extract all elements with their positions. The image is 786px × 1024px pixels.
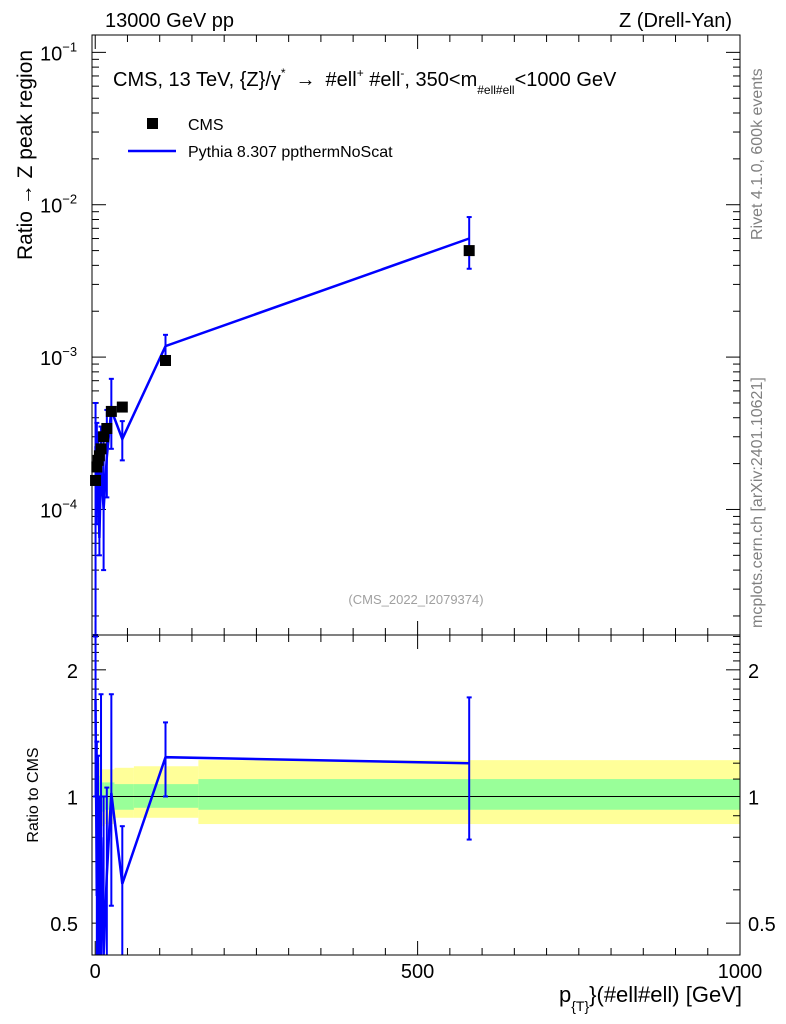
title-minus: - [400, 66, 404, 80]
tick-base: 10 [40, 43, 62, 65]
x-label-rest: }(#ell#ell) [GeV] [589, 982, 742, 1007]
mc-series-line [94, 237, 470, 539]
x-axis-label: p{T}}(#ell#ell) [GeV] [559, 982, 742, 1014]
legend-label-pythia: Pythia 8.307 ppthermNoScat [188, 144, 393, 161]
title-plus: + [357, 66, 364, 80]
cms-data-point [116, 401, 128, 413]
title-mass-range-start: , 350<m [404, 69, 477, 91]
tick-exponent: −4 [62, 496, 77, 511]
cms-data-point [91, 461, 103, 473]
ratio-uncertainty-bands [95, 760, 740, 838]
tick-exponent: −3 [62, 344, 77, 359]
x-tick-label: 1000 [718, 961, 763, 983]
ratio-plot-frame [91, 634, 741, 956]
tick-exponent: −2 [62, 192, 77, 207]
main-series-layer [90, 216, 475, 636]
mcplots-label: mcplots.cern.ch [arXiv:2401.10621] [749, 377, 766, 628]
title-star: * [281, 66, 286, 80]
cms-data-point [101, 422, 113, 434]
header-left-label: 13000 GeV pp [105, 10, 234, 32]
ratio-y-axis-label: Ratio to CMS [25, 747, 42, 842]
cms-data-point [463, 245, 475, 257]
ratio-y-tick-label-left: 2 [67, 661, 78, 683]
main-plot-title: CMS, 13 TeV, {Z}/γ* → #ell+ #ell-, 350<m#e… [113, 66, 617, 97]
x-tick-label: 0 [90, 961, 101, 983]
tick-exponent: −1 [62, 39, 77, 54]
x-label-subscript: {T} [571, 998, 589, 1014]
analysis-watermark: (CMS_2022_I2079374) [348, 592, 483, 607]
title-gamma: γ [271, 69, 281, 91]
x-label-p: p [559, 982, 571, 1007]
tick-base: 10 [40, 500, 62, 522]
main-y-tick-label: 10−4 [40, 496, 77, 522]
tick-base: 10 [40, 196, 62, 218]
title-mass-range-end: <1000 GeV [515, 69, 617, 91]
title-mass-subscript: #ell#ell [477, 83, 514, 97]
ratio-y-tick-label-right: 2 [748, 661, 759, 683]
ratio-y-tick-label-right: 1 [748, 787, 759, 809]
title-ell-1: #ell [326, 69, 357, 91]
x-tick-labels: 0 500 1000 [90, 961, 763, 983]
title-arrow: → [296, 69, 316, 91]
title-part-a: CMS, 13 TeV, {Z}/ [113, 69, 271, 91]
ratio-axis-ticks [92, 635, 741, 955]
legend-label-cms: CMS [188, 117, 224, 134]
ratio-series-line [94, 699, 470, 956]
main-plot-panel: 10−110−210−310−4 CMS, 13 TeV, {Z}/γ* → #el… [14, 34, 741, 636]
ratio-plot-panel: 2 2 1 1 0.5 0.5 0 500 1000 Ratio to CMS p{T}}(#… [25, 634, 776, 1014]
title-ell-2: #ell [364, 69, 401, 91]
cms-data-point [160, 354, 172, 366]
legend: CMS Pythia 8.307 ppthermNoScat [128, 117, 393, 161]
ratio-y-tick-label-right: 0.5 [748, 914, 776, 936]
main-y-tick-label: 10−3 [40, 344, 77, 370]
x-tick-label: 500 [401, 961, 434, 983]
main-y-tick-labels: 10−110−210−310−4 [40, 39, 77, 522]
ratio-y-tick-labels: 2 2 1 1 0.5 0.5 [50, 661, 776, 936]
cms-data-point [95, 443, 107, 455]
tick-base: 10 [40, 348, 62, 370]
main-y-tick-label: 10−2 [40, 192, 77, 218]
legend-marker-cms [147, 118, 158, 129]
cms-data-point [105, 405, 117, 417]
ratio-y-tick-label-left: 1 [67, 787, 78, 809]
header-right-label: Z (Drell-Yan) [619, 10, 732, 32]
cms-data-point [93, 450, 105, 462]
cms-data-point [90, 474, 102, 486]
rivet-version-label: Rivet 4.1.0, 600k events [749, 68, 766, 240]
main-y-axis-label: Ratio → Z peak region [14, 50, 37, 260]
cms-data-point [98, 431, 110, 443]
main-y-tick-label: 10−1 [40, 39, 77, 65]
ratio-y-tick-label-left: 0.5 [50, 914, 78, 936]
